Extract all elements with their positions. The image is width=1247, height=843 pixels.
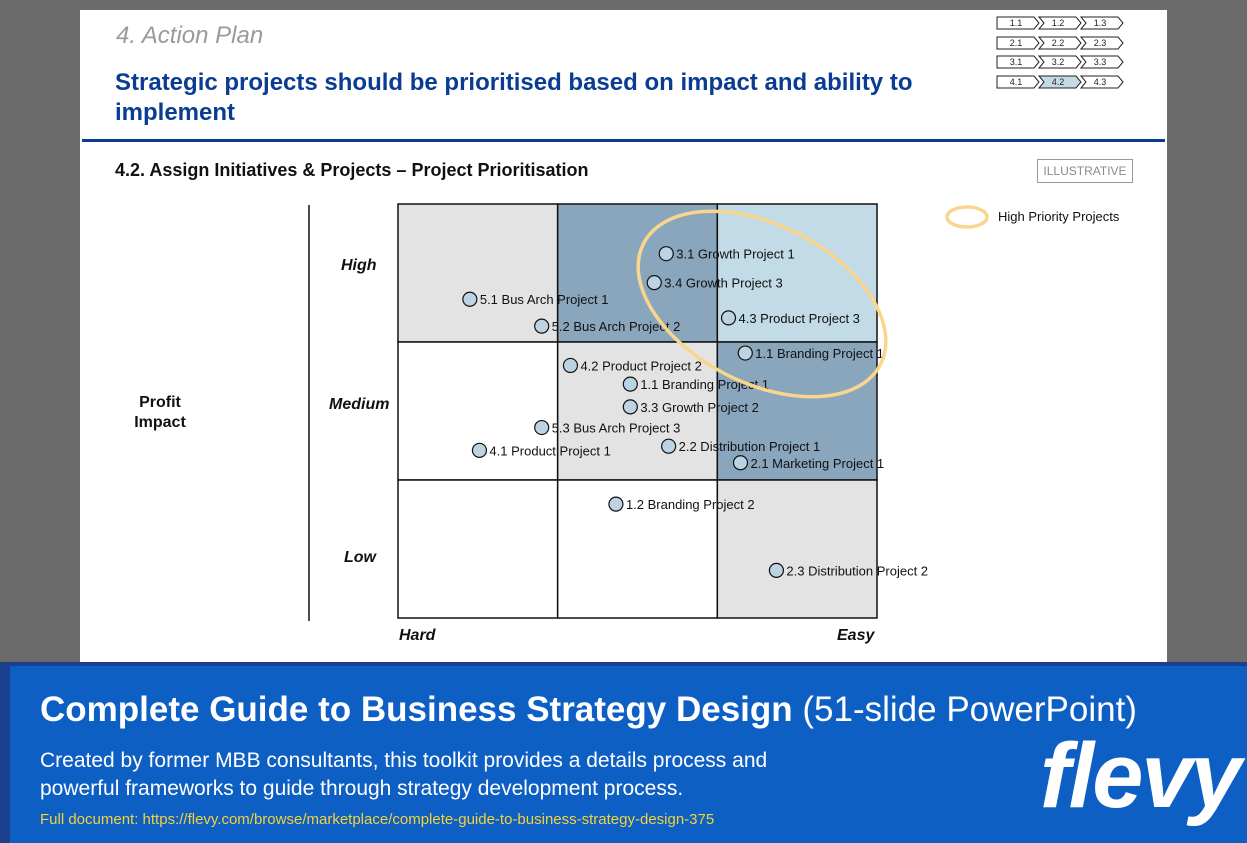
project-marker-1 (658, 246, 674, 262)
navigator-step-label: 1.1 (1009, 18, 1023, 28)
project-marker-9 (622, 399, 638, 415)
navigator-step-label: 3.2 (1051, 57, 1065, 68)
matrix-cell-r2-c1 (397, 341, 559, 481)
project-label-1: 3.1 Growth Project 1 (676, 247, 795, 262)
navigator-step-label: 3.3 (1093, 57, 1107, 68)
navigator-step-label: 4.3 (1093, 76, 1107, 87)
navigator-step-label: 1.2 (1051, 18, 1065, 28)
level-high: High (341, 257, 377, 274)
project-label-9: 3.3 Growth Project 2 (640, 400, 759, 415)
navigator-step-4-3[interactable]: 4.3 (1080, 75, 1124, 89)
project-label-6: 1.1 Branding Project 1 (755, 346, 884, 361)
x-axis-hard: Hard (399, 627, 436, 644)
navigator-step-label: 2.1 (1009, 37, 1023, 48)
slide-headline: Strategic projects should be prioritised… (115, 69, 913, 126)
banner-left-stripe (0, 666, 10, 843)
project-label-7: 4.2 Product Project 2 (580, 358, 701, 373)
navigator-step-2-2[interactable]: 2.2 (1038, 36, 1082, 50)
project-label-2: 3.4 Growth Project 3 (664, 276, 783, 291)
project-label-12: 2.2 Distribution Project 1 (679, 439, 821, 454)
navigator-step-1-3[interactable]: 1.3 (1080, 16, 1124, 30)
navigator-step-label: 4.1 (1009, 76, 1023, 87)
promo-banner: Complete Guide to Business Strategy Desi… (0, 662, 1247, 843)
project-label-10: 5.3 Bus Arch Project 3 (552, 421, 681, 436)
project-marker-4 (720, 310, 737, 326)
flevy-logo: flevy (1040, 725, 1242, 827)
level-medium: Medium (329, 396, 390, 413)
project-marker-6 (737, 345, 753, 361)
banner-title-main: Complete Guide to Business Strategy Desi… (40, 690, 793, 729)
project-marker-7 (562, 357, 579, 374)
navigator-step-2-3[interactable]: 2.3 (1080, 36, 1124, 50)
project-marker-11 (471, 442, 488, 458)
project-label-3: 5.1 Bus Arch Project 1 (480, 292, 609, 307)
level-low: Low (344, 549, 376, 566)
y-axis-label-line-1: Profit (139, 394, 181, 411)
banner-title: Complete Guide to Business Strategy Desi… (40, 690, 1137, 730)
project-label-5: 5.2 Bus Arch Project 2 (552, 319, 681, 334)
navigator-step-label: 1.3 (1093, 18, 1107, 28)
navigator-row: 1.1 1.2 1.3 (996, 16, 1124, 30)
navigator-step-label: 3.1 (1009, 57, 1023, 68)
matrix-cell-r3-c1 (397, 479, 559, 619)
illustrative-stamp: ILLUSTRATIVE (1037, 159, 1133, 183)
project-marker-14 (608, 496, 624, 512)
navigator-step-4-1[interactable]: 4.1 (996, 75, 1040, 89)
y-axis-label-line-2: Impact (134, 414, 186, 431)
project-marker-13 (732, 455, 749, 471)
navigator-step-1-2[interactable]: 1.2 (1038, 16, 1082, 30)
matrix-cell-r3-c3 (716, 479, 878, 619)
project-label-14: 1.2 Branding Project 2 (626, 497, 755, 512)
navigator-step-1-1[interactable]: 1.1 (996, 16, 1040, 30)
project-label-4: 4.3 Product Project 3 (739, 311, 860, 326)
navigator-step-3-1[interactable]: 3.1 (996, 55, 1040, 69)
navigator-row: 2.1 2.2 2.3 (996, 36, 1124, 50)
matrix-cell-r2-c2 (556, 341, 719, 481)
legend-ellipse-icon (945, 205, 989, 229)
high-priority-ellipse (636, 209, 888, 399)
x-axis-easy: Easy (837, 627, 875, 644)
project-marker-8 (622, 376, 638, 392)
project-marker-5 (534, 318, 550, 334)
title-divider (82, 139, 1165, 142)
project-marker-12 (661, 438, 677, 454)
project-label-13: 2.1 Marketing Project 1 (750, 456, 884, 471)
project-marker-2 (646, 275, 662, 291)
project-marker-10 (534, 419, 550, 436)
slide-subheading: 4.2. Assign Initiatives & Projects – Pro… (115, 160, 589, 180)
navigator-step-label: 4.2 (1051, 76, 1065, 87)
legend-label: High Priority Projects (998, 209, 1120, 224)
banner-description: Created by former MBB consultants, this … (40, 749, 768, 800)
matrix-cell-r3-c2 (556, 479, 719, 619)
banner-title-suffix: (51-slide PowerPoint) (792, 690, 1137, 729)
navigator-row: 3.1 3.2 3.3 (996, 55, 1124, 69)
navigator-step-3-3[interactable]: 3.3 (1080, 55, 1124, 69)
navigator-step-4-2[interactable]: 4.2 (1038, 75, 1082, 89)
navigator-step-3-2[interactable]: 3.2 (1038, 55, 1082, 69)
navigator-step-2-1[interactable]: 2.1 (996, 36, 1040, 50)
document-link[interactable]: Full document: https://flevy.com/browse/… (40, 811, 715, 828)
navigator-step-label: 2.2 (1051, 37, 1065, 48)
prioritisation-matrix: 3.1 Growth Project 1 3.4 Growth Project 3… (308, 203, 1120, 621)
project-marker-15 (768, 562, 785, 578)
navigator-row: 4.1 4.2 4.3 (996, 75, 1124, 89)
navigator-step-label: 2.3 (1093, 37, 1107, 48)
project-label-11: 4.1 Product Project 1 (489, 443, 610, 458)
project-label-15: 2.3 Distribution Project 2 (786, 563, 928, 578)
section-label: 4. Action Plan (116, 22, 264, 49)
project-marker-3 (462, 291, 478, 307)
banner-top-stripe (0, 662, 1247, 666)
section-navigator: 1.1 1.2 1.3 2.1 2.2 2.3 3.1 3.2 3.3 4.1 4.2 4.3 (996, 16, 1124, 94)
matrix-cell-r1-c1 (397, 203, 559, 343)
